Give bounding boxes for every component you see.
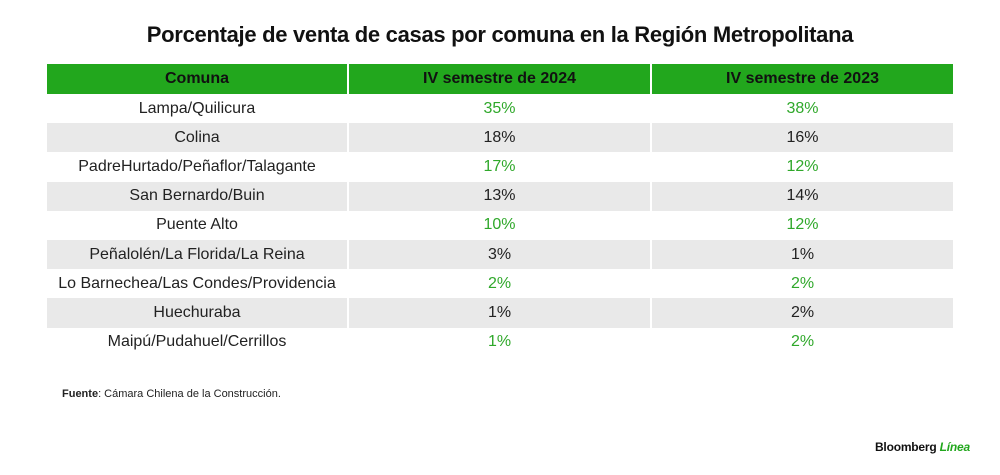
cell-value-2023: 1% <box>650 239 953 270</box>
cell-value-2024: 10% <box>347 210 651 240</box>
cell-value-2023: 38% <box>650 94 953 124</box>
column-header-comuna: Comuna <box>47 64 349 94</box>
cell-comuna: Puente Alto <box>47 210 348 240</box>
source-note: Fuente: Cámara Chilena de la Construcció… <box>62 388 281 400</box>
cell-comuna: San Bernardo/Buin <box>47 181 348 211</box>
table-row: Peñalolén/La Florida/La Reina 3% 1% <box>47 239 953 270</box>
cell-comuna: Lampa/Quilicura <box>47 94 348 124</box>
table-body: Lampa/Quilicura 35% 38% Colina 18% 16% PadreHu… <box>47 94 953 357</box>
cell-value-2024: 2% <box>347 269 651 299</box>
cell-value-2023: 12% <box>650 152 953 182</box>
table-row: Lo Barnechea/Las Condes/Providencia 2% 2% <box>47 269 953 299</box>
cell-value-2023: 2% <box>650 269 953 299</box>
cell-value-2023: 14% <box>650 181 953 211</box>
cell-value-2024: 17% <box>347 152 651 182</box>
cell-value-2024: 1% <box>347 298 651 328</box>
cell-comuna: Maipú/Pudahuel/Cerrillos <box>47 327 348 357</box>
cell-value-2024: 3% <box>347 239 651 270</box>
cell-comuna: Colina <box>47 123 348 153</box>
cell-value-2023: 2% <box>650 298 953 328</box>
cell-comuna: PadreHurtado/Peñaflor/Talagante <box>47 152 348 182</box>
table-row: Maipú/Pudahuel/Cerrillos 1% 2% <box>47 327 953 357</box>
logo-brand: Bloomberg <box>874 440 937 454</box>
column-header-2024: IV semestre de 2024 <box>348 64 652 94</box>
cell-comuna: Huechuraba <box>47 298 348 328</box>
cell-value-2024: 1% <box>347 327 651 357</box>
cell-value-2023: 2% <box>650 327 953 357</box>
table-row: San Bernardo/Buin 13% 14% <box>47 181 953 211</box>
source-text: : Cámara Chilena de la Construcción. <box>98 388 281 400</box>
chart-title: Porcentaje de venta de casas por comuna … <box>146 22 854 47</box>
cell-comuna: Peñalolén/La Florida/La Reina <box>47 239 348 270</box>
table-row: Lampa/Quilicura 35% 38% <box>47 94 953 124</box>
cell-value-2024: 18% <box>347 123 651 153</box>
cell-value-2024: 35% <box>347 94 651 124</box>
header-row: Comuna IV semestre de 2024 IV semestre d… <box>47 64 953 94</box>
table-row: Puente Alto 10% 12% <box>47 210 953 240</box>
cell-value-2023: 16% <box>650 123 953 153</box>
table-row: Huechuraba 1% 2% <box>47 298 953 328</box>
bloomberg-linea-logo: Bloomberg Línea <box>875 440 970 454</box>
source-label: Fuente <box>62 388 99 400</box>
cell-value-2023: 12% <box>650 210 953 240</box>
cell-value-2024: 13% <box>347 181 651 211</box>
cell-comuna: Lo Barnechea/Las Condes/Providencia <box>47 269 348 299</box>
table-row: PadreHurtado/Peñaflor/Talagante 17% 12% <box>47 152 953 182</box>
data-table: Comuna IV semestre de 2024 IV semestre d… <box>47 64 953 357</box>
column-header-2023: IV semestre de 2023 <box>651 64 953 94</box>
logo-accent: Línea <box>939 440 971 454</box>
table-row: Colina 18% 16% <box>47 123 953 153</box>
